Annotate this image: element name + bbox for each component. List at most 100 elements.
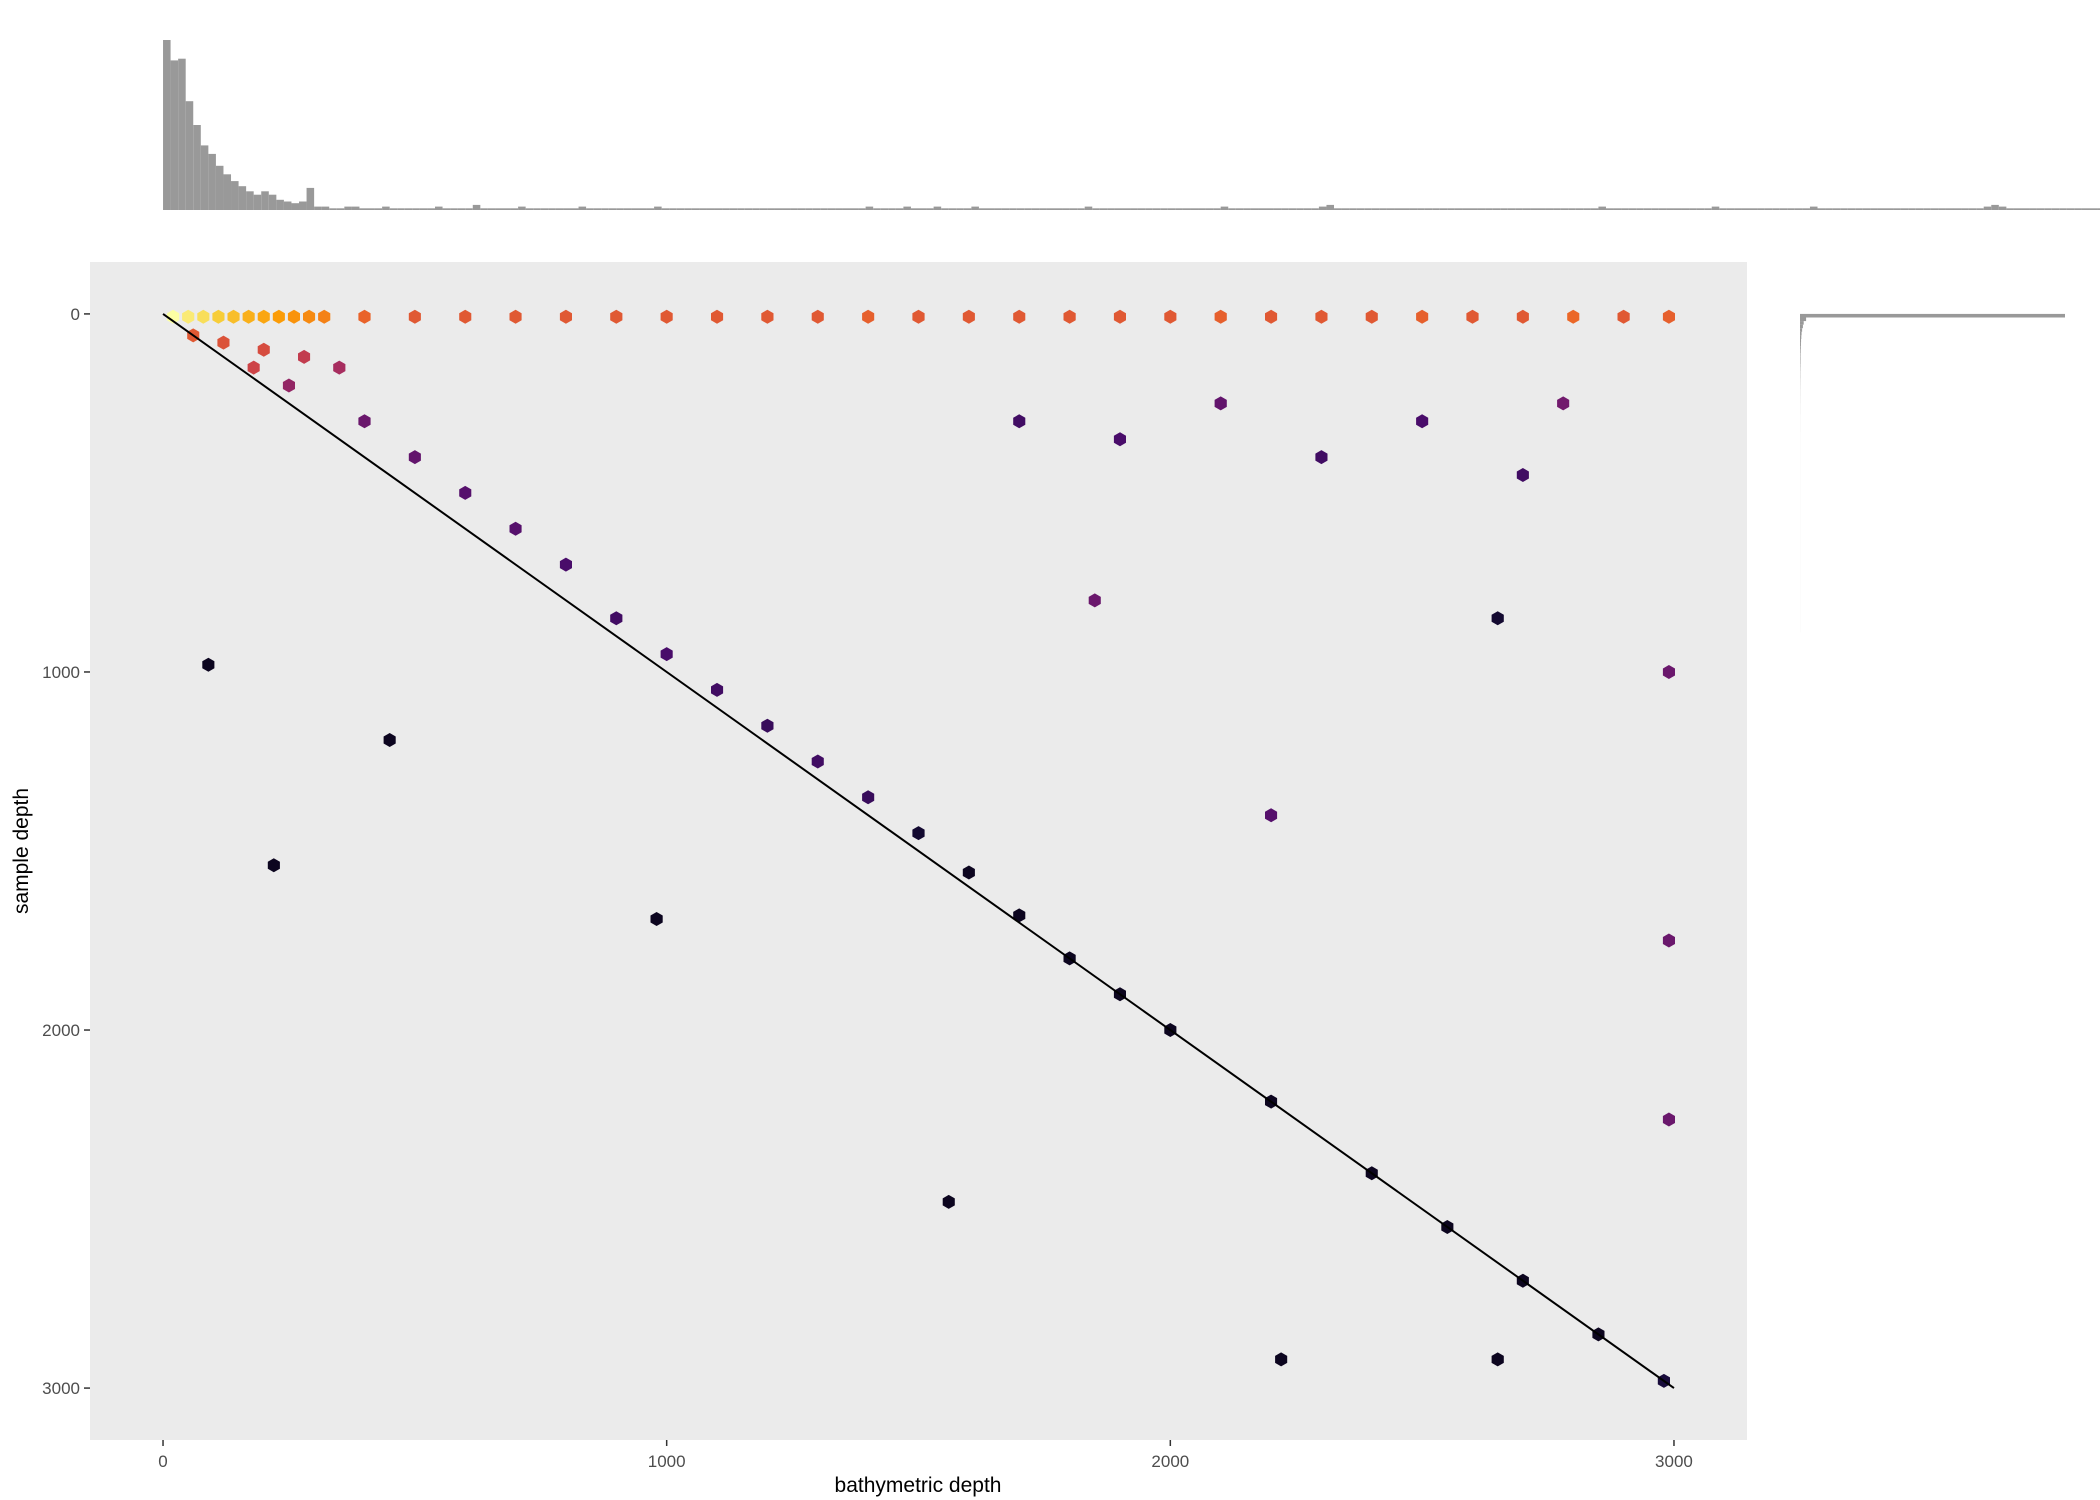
top-hist-bar (978, 208, 987, 210)
hex-bin (1214, 396, 1227, 411)
hex-bin (761, 718, 774, 733)
top-hist-bar (1900, 208, 1909, 210)
top-hist-bar (1598, 206, 1606, 210)
top-hist-bar (1794, 208, 1803, 210)
hex-bin (942, 1194, 955, 1209)
hex-bin (247, 360, 260, 375)
top-hist-bar (744, 208, 753, 210)
top-hist-bar (1953, 208, 1962, 210)
right-hist-bar (1800, 342, 1801, 347)
top-hist-bar (616, 208, 624, 210)
top-hist-bar (1122, 208, 1131, 210)
top-hist-bar (1334, 208, 1342, 210)
top-hist-bar (495, 208, 503, 210)
hex-bin (1516, 309, 1529, 324)
top-hist-bar (1092, 208, 1100, 210)
top-hist-bar (1500, 208, 1508, 210)
top-hist-bar (1847, 208, 1856, 210)
top-hist-bar (1462, 208, 1470, 210)
top-hist-bar (774, 208, 783, 210)
top-hist-bar (1515, 208, 1523, 210)
right-hist-bar (1800, 346, 1801, 350)
top-hist-bar (1084, 206, 1093, 210)
top-hist-bar (910, 208, 919, 210)
top-hist-bar (472, 204, 481, 210)
top-hist-bar (1062, 208, 1070, 210)
top-hist-bar (1605, 208, 1614, 210)
top-hist-bar (1651, 208, 1659, 210)
top-hist-bar (1409, 208, 1418, 210)
top-hist-bar (1288, 208, 1297, 210)
hex-bin (1275, 1352, 1288, 1367)
hex-bin (1013, 414, 1026, 429)
right-hist-bar (1800, 328, 1803, 332)
top-hist-bar (291, 203, 300, 210)
y-tick-label: 1000 (42, 663, 80, 682)
x-tick-label: 3000 (1655, 1452, 1693, 1471)
top-hist-bar (465, 208, 473, 210)
hex-bin (862, 790, 875, 805)
top-hist-bar (427, 208, 435, 210)
hex-bin (197, 309, 210, 324)
top-hist-bar (699, 208, 707, 210)
top-hist-bar (1885, 208, 1894, 210)
hex-bin (559, 557, 572, 572)
top-hist-bar (948, 208, 957, 210)
top-hist-bar (510, 208, 519, 210)
top-hist-bar (2097, 208, 2100, 210)
hex-bin (182, 309, 195, 324)
top-hist-bar (1371, 208, 1380, 210)
top-hist-bar (170, 60, 179, 211)
hex-bin (242, 309, 255, 324)
top-hist-bar (1469, 208, 1478, 210)
top-hist-bar (1394, 208, 1403, 210)
hexbin-layer (167, 309, 1675, 1388)
top-hist-bar (1258, 208, 1267, 210)
hex-bin (1214, 309, 1227, 324)
top-hist-bar (1764, 208, 1773, 210)
hex-bin (408, 309, 421, 324)
hex-bin (1113, 432, 1126, 447)
top-hist-bar (2066, 208, 2075, 210)
top-hist-bar (706, 208, 715, 210)
top-hist-bar (1190, 208, 1199, 210)
top-hist-bar (623, 208, 632, 210)
top-hist-bar (790, 208, 798, 210)
top-hist-bar (1636, 208, 1644, 210)
hex-bin (1662, 665, 1675, 679)
hex-bin (1063, 309, 1076, 324)
top-hist-bar (714, 208, 723, 210)
hex-bin (761, 309, 774, 324)
top-hist-bar (1976, 208, 1984, 210)
top-hist-bar (835, 208, 843, 210)
hex-bin (811, 309, 824, 324)
top-hist-bar (578, 206, 587, 210)
top-hist-bar (1945, 208, 1954, 210)
top-hist-bar (1485, 208, 1493, 210)
right-hist-bar (1800, 335, 1802, 339)
hex-bin (1491, 611, 1504, 626)
top-hist-bar (404, 208, 413, 210)
top-hist-bar (858, 208, 866, 210)
right-hist-bar (1800, 338, 1802, 343)
top-hist-bar (1809, 206, 1818, 210)
x-axis-title: bathymetric depth (835, 1474, 1002, 1497)
top-hist-bar (926, 208, 934, 210)
hex-bin (298, 349, 311, 364)
top-hist-bar (563, 208, 571, 210)
hex-bin (1516, 468, 1529, 482)
top-hist-bar (782, 208, 791, 210)
top-hist-bar (321, 206, 330, 210)
top-hist-bar (178, 58, 186, 211)
top-hist-bar (2059, 208, 2067, 210)
top-hist-bar (1198, 208, 1206, 210)
x-tick-label: 0 (158, 1452, 167, 1471)
top-hist-bar (1137, 208, 1146, 210)
top-hist-bar (1099, 208, 1108, 210)
top-hist-bar (1991, 204, 1999, 210)
top-hist-bar (1711, 206, 1720, 210)
hex-bin (1662, 1112, 1675, 1127)
top-hist-bar (888, 208, 896, 210)
hex-bin (912, 826, 925, 841)
top-hist-bar (246, 191, 254, 210)
